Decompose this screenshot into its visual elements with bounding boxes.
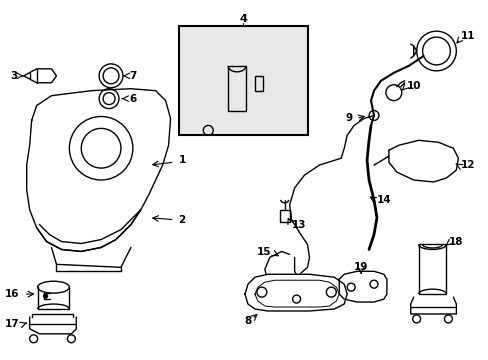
Text: 15: 15: [257, 247, 271, 257]
Polygon shape: [339, 271, 386, 302]
Text: 1: 1: [178, 155, 185, 165]
Bar: [418, 244, 446, 294]
Polygon shape: [27, 89, 170, 251]
Text: 10: 10: [406, 81, 420, 91]
Text: 17: 17: [5, 319, 20, 329]
Text: 18: 18: [447, 237, 462, 247]
Circle shape: [43, 294, 47, 298]
Text: 9: 9: [345, 113, 351, 123]
Text: 11: 11: [459, 31, 474, 41]
Bar: [178, 26, 307, 135]
Text: 19: 19: [353, 262, 367, 272]
Text: 8: 8: [244, 316, 251, 326]
Text: 6: 6: [129, 94, 136, 104]
Text: 2: 2: [178, 215, 185, 225]
Text: 13: 13: [291, 220, 305, 230]
Text: 16: 16: [5, 289, 20, 299]
Text: 7: 7: [129, 71, 136, 81]
Text: 14: 14: [376, 195, 391, 205]
Text: 4: 4: [239, 14, 246, 24]
Bar: [228, 66, 245, 111]
Text: 12: 12: [459, 160, 474, 170]
Text: 5: 5: [195, 74, 202, 84]
Polygon shape: [244, 274, 346, 311]
Bar: [254, 76, 263, 91]
Text: 3: 3: [10, 71, 17, 81]
